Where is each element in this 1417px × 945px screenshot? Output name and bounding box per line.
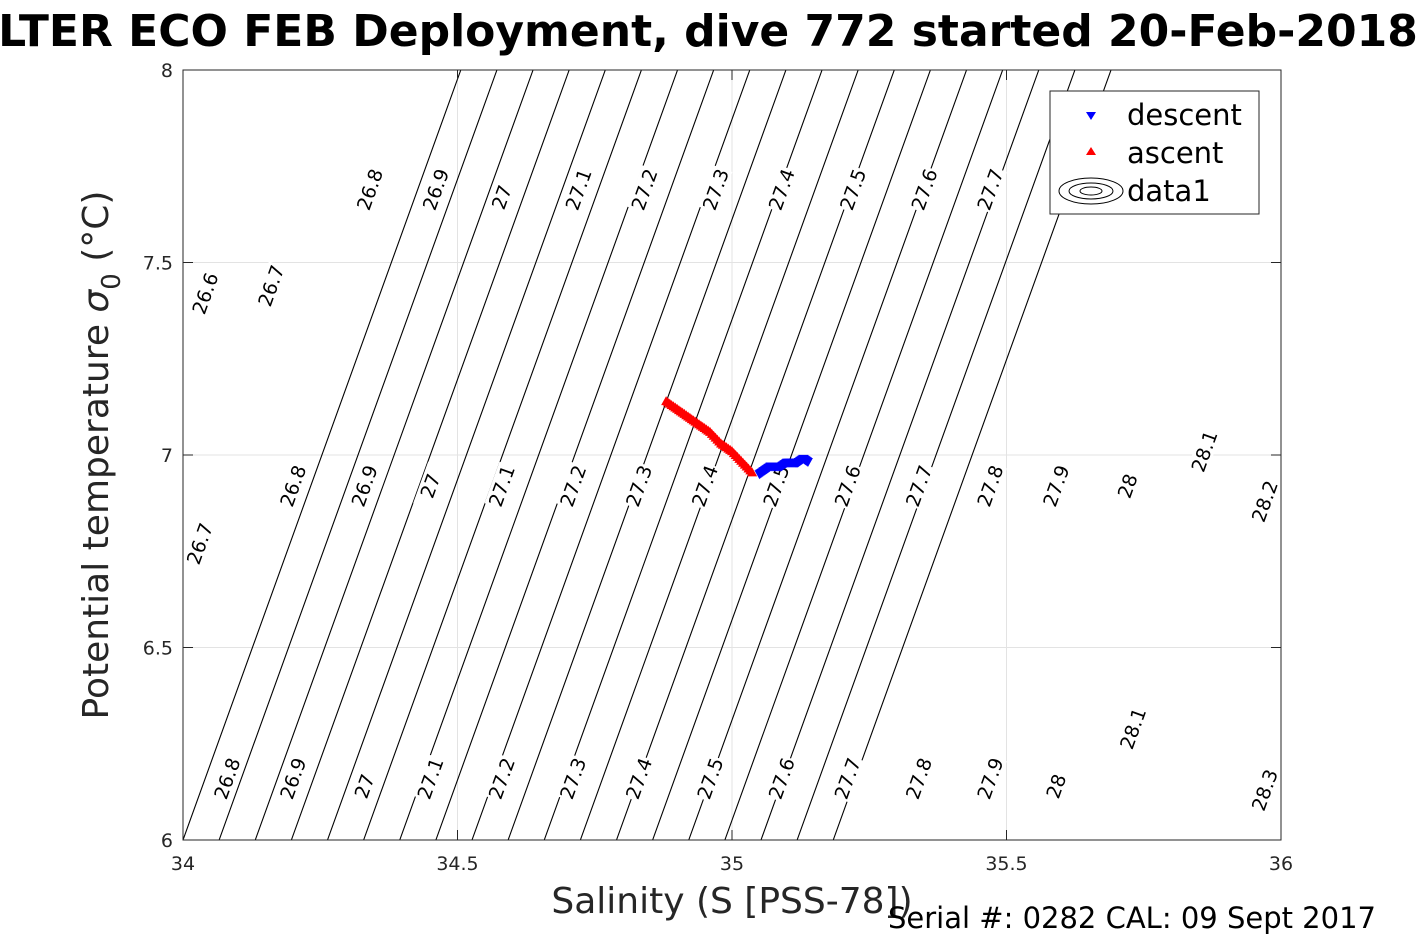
contour-labels: 26.6 26.726.8 26.9 27 27.1 27.2 27.3 27.4 27.5 27… <box>182 165 1283 815</box>
y-tick-label: 7.5 <box>143 253 173 275</box>
x-tick-label: 35.5 <box>985 853 1027 875</box>
contour-label-bg <box>347 461 382 510</box>
contour-label-bg <box>1110 461 1145 510</box>
contour-label-bg <box>484 754 519 803</box>
contour-label-bg <box>764 754 799 803</box>
contour-label-bg <box>1187 427 1222 476</box>
contour-label-bg <box>1247 765 1282 815</box>
legend-ascent-label: ascent <box>1127 136 1223 170</box>
contour-label-bg <box>687 461 722 510</box>
contour-label-bg <box>1247 477 1282 526</box>
contour-label-bg <box>835 165 870 214</box>
contour-line <box>579 70 859 840</box>
contour-label-bg <box>1039 461 1073 510</box>
contour-label-bg <box>973 754 1007 803</box>
y-axis-label-main: Potential temperature <box>76 313 117 720</box>
contour-label-bg <box>210 754 244 803</box>
y-tick-label: 7 <box>161 445 173 467</box>
contour-label-bg <box>484 461 519 510</box>
contour-label-bg <box>275 754 310 803</box>
contour-line <box>183 70 462 840</box>
contour-label-bg <box>484 172 519 222</box>
legend-ascent-marker <box>1086 147 1096 155</box>
contour-label-bg <box>693 754 727 803</box>
contour-label-bg <box>901 461 936 510</box>
contour-label-bg <box>698 165 733 214</box>
contour-label-bg <box>418 165 453 214</box>
contour-label-bg <box>973 165 1007 214</box>
x-axis-ticks: 34 34.5 35 35.5 36 <box>171 70 1293 875</box>
ascent-point <box>747 467 758 477</box>
data-points <box>661 396 813 480</box>
contour-line <box>254 70 534 840</box>
contour-label-bg <box>627 165 662 214</box>
contour-label-bg <box>759 461 793 510</box>
x-axis-label: Salinity (S [PSS-78]) <box>551 881 912 922</box>
contour-label-bg <box>182 519 217 568</box>
contour-label-bg <box>973 461 1007 510</box>
contour-line <box>724 70 1004 840</box>
y-axis-label: Potential temperature σ0 (°C) <box>76 191 127 720</box>
contour-label-bg <box>621 754 656 803</box>
contour-line <box>435 70 715 840</box>
contour-label-bg <box>1039 762 1073 811</box>
y-tick-label: 6 <box>161 830 173 852</box>
serial-cal-footer: Serial #: 0282 CAL: 09 Sept 2017 <box>888 901 1376 935</box>
contour-line <box>652 70 931 840</box>
contour-label-bg <box>621 461 656 510</box>
y-tick-label: 6.5 <box>143 638 173 660</box>
contour-line <box>507 70 787 840</box>
y-axis-label-sub: 0 <box>97 273 127 290</box>
y-axis-label-unit: (°C) <box>76 191 117 274</box>
legend-data1-label: data1 <box>1127 174 1211 208</box>
contour-label-bg <box>830 754 865 803</box>
contour-label-bg <box>352 165 387 214</box>
legend-box <box>1049 90 1260 215</box>
contour-label-bg <box>764 165 799 214</box>
x-tick-label: 36 <box>1269 853 1293 875</box>
contour-label-bg <box>555 461 590 510</box>
y-tick-label: 8 <box>161 60 173 82</box>
contour-label-bg <box>830 461 865 510</box>
x-tick-label: 35 <box>720 853 744 875</box>
y-axis-ticks: 6 6.5 7 7.5 8 <box>143 60 1281 852</box>
contour-line <box>363 70 642 840</box>
contour-label-bg <box>1115 704 1150 753</box>
descent-point <box>802 458 813 468</box>
contour-label-bg <box>901 754 936 803</box>
legend: descent ascent data1 <box>1049 90 1260 215</box>
contour-line <box>218 70 498 840</box>
legend-contour-icon <box>1058 177 1124 205</box>
contour-label-bg <box>413 754 447 803</box>
contour-label-bg <box>907 165 942 214</box>
contour-label-bg <box>413 461 447 510</box>
legend-descent-label: descent <box>1127 98 1242 132</box>
contour-line <box>290 70 570 840</box>
contour-label-bg <box>253 261 288 310</box>
chart-title: LTER ECO FEB Deployment, dive 772 starte… <box>0 6 1417 57</box>
contour-line <box>796 70 1076 840</box>
y-axis-label-sigma: σ <box>76 289 117 313</box>
x-tick-label: 34.5 <box>436 853 478 875</box>
contour-label-bg <box>561 165 596 214</box>
contour-label-bg <box>555 754 590 803</box>
contour-label-bg <box>275 461 310 510</box>
contour-line <box>326 70 606 840</box>
x-tick-label: 34 <box>171 853 195 875</box>
contour-label-bg <box>188 269 222 318</box>
legend-descent-marker <box>1086 112 1096 120</box>
contour-label-bg <box>347 762 382 811</box>
